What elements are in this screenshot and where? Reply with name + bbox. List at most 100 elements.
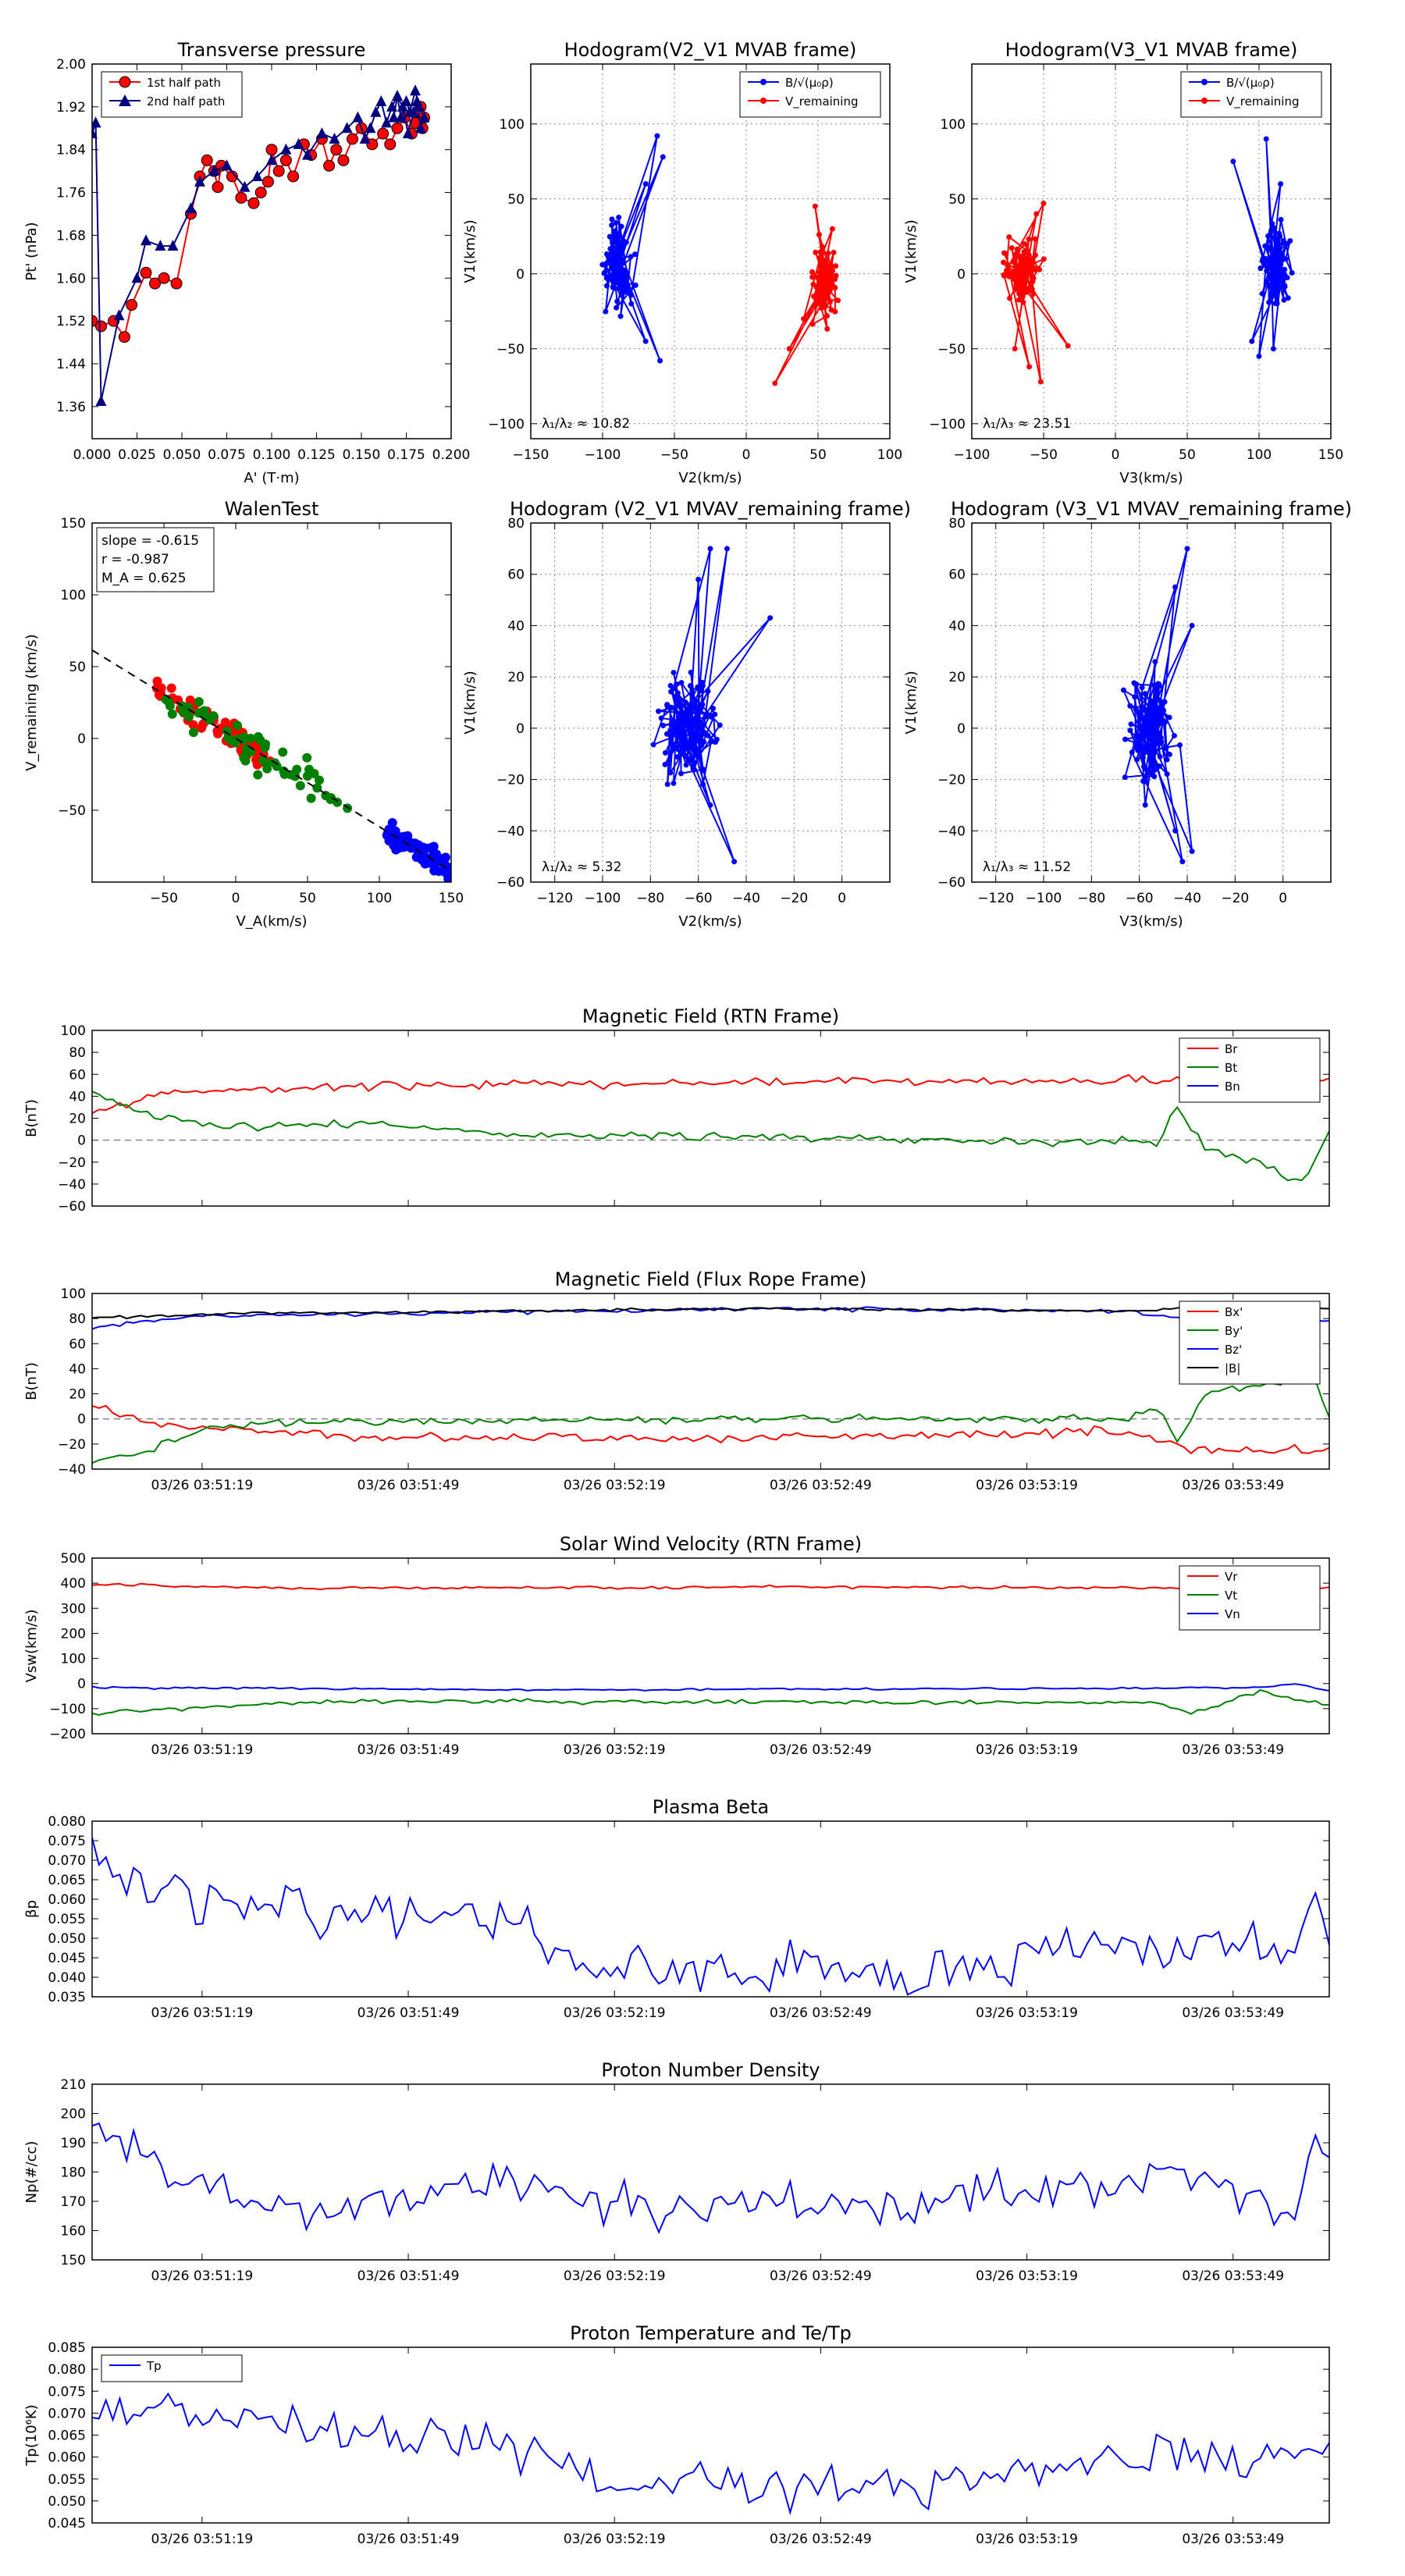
- y-tick-label: 400: [61, 1576, 86, 1592]
- data-point: [167, 240, 179, 251]
- plot-area: [92, 2084, 1329, 2260]
- data-point: [287, 170, 300, 183]
- y-tick-label: 60: [507, 568, 525, 583]
- x-tick-label: 100: [877, 447, 902, 463]
- data-point: [1026, 261, 1032, 267]
- y-tick-label: 20: [69, 1387, 86, 1403]
- data-point: [1249, 338, 1255, 344]
- y-tick-label: 1.60: [56, 271, 86, 286]
- data-point: [1129, 749, 1135, 756]
- y-tick-label: 20: [69, 1112, 86, 1127]
- data-point: [1142, 748, 1148, 754]
- data-point: [816, 232, 822, 238]
- data-point: [606, 233, 613, 240]
- data-point: [263, 758, 273, 768]
- data-point: [1179, 859, 1186, 865]
- data-point: [302, 753, 312, 763]
- series-line-B: [92, 1304, 1329, 1320]
- data-point: [293, 137, 304, 149]
- data-point: [1139, 724, 1145, 730]
- x-tick-label: 0: [742, 447, 751, 463]
- data-point: [1171, 732, 1177, 738]
- x-tick-label: 0: [1112, 447, 1120, 463]
- data-point: [621, 238, 627, 244]
- data-point: [817, 249, 823, 255]
- data-point: [671, 745, 678, 752]
- y-tick-label: 0.040: [48, 1970, 86, 1986]
- plot-frame: [91, 1820, 1330, 1998]
- plot-frame: [91, 2083, 1330, 2261]
- data-point: [1040, 256, 1047, 262]
- y-tick-label: 190: [61, 2136, 86, 2151]
- data-point: [710, 706, 717, 712]
- x-axis-label: A' (T·m): [244, 470, 299, 486]
- data-point: [1162, 719, 1168, 725]
- x-tick-label: 03/26 03:53:49: [1182, 2532, 1284, 2547]
- y-tick-label: 40: [507, 618, 525, 634]
- data-point: [617, 285, 624, 291]
- data-point: [701, 721, 707, 728]
- data-point: [414, 122, 426, 133]
- data-point: [610, 240, 616, 246]
- data-point: [621, 270, 628, 276]
- data-point: [827, 283, 834, 290]
- data-point: [221, 159, 233, 171]
- data-point: [1001, 259, 1007, 265]
- data-point: [1022, 283, 1028, 289]
- data-point: [1172, 827, 1179, 834]
- data-point: [1151, 708, 1158, 714]
- data-point: [1157, 753, 1163, 760]
- data-point: [1040, 201, 1047, 207]
- data-point: [1268, 246, 1274, 252]
- ratio-annotation: λ₁/λ₃ ≈ 23.51: [983, 416, 1071, 432]
- chart-title: Plasma Beta: [653, 1796, 769, 1818]
- data-point: [1279, 252, 1286, 258]
- x-tick-label: −100: [1026, 891, 1062, 906]
- plot-content: [92, 84, 430, 406]
- data-point: [410, 84, 421, 96]
- data-point: [1029, 286, 1035, 293]
- data-point: [1142, 802, 1148, 808]
- legend: B/√(μ₀ρ) V_remaining: [739, 71, 881, 118]
- x-tick-label: 03/26 03:52:19: [564, 1478, 666, 1493]
- data-point: [375, 95, 387, 106]
- data-point: [698, 706, 704, 712]
- legend: 1st half path 2nd half path: [101, 71, 243, 118]
- y-tick-label: −20: [937, 773, 966, 788]
- data-point: [1270, 346, 1276, 352]
- y-tick-label: 100: [500, 117, 525, 133]
- legend-label: Bn: [1225, 1080, 1240, 1094]
- x-tick-label: 03/26 03:53:19: [976, 2005, 1078, 2021]
- data-point: [819, 244, 825, 250]
- data-point: [251, 170, 263, 181]
- data-point: [657, 358, 663, 364]
- y-tick-label: 80: [948, 516, 966, 532]
- data-point: [194, 175, 205, 187]
- y-tick-label: 100: [941, 117, 966, 133]
- data-point: [1011, 273, 1017, 279]
- chart-transverse: Transverse pressure 0.000 0.025 0.050 0.075 0…: [23, 39, 470, 486]
- data-point: [702, 713, 709, 720]
- series-line-Bx: [92, 1404, 1329, 1455]
- y-axis-label: B(nT): [23, 1099, 40, 1137]
- plot-frame: [971, 63, 1332, 439]
- y-tick-label: −40: [58, 1462, 86, 1478]
- data-point: [131, 272, 143, 283]
- chart-mag_rtn: Magnetic Field (RTN Frame) −60 −40 −20 0 20 40…: [23, 1005, 1330, 1215]
- legend-label: 1st half path: [147, 76, 221, 90]
- x-tick-label: −100: [954, 447, 991, 463]
- data-point: [1262, 255, 1268, 262]
- x-tick-label: −60: [1126, 891, 1154, 906]
- data-point: [825, 290, 831, 297]
- x-tick-label: 03/26 03:53:19: [976, 1478, 1078, 1493]
- chart-title: Proton Temperature and Te/Tp: [570, 2322, 852, 2344]
- data-point: [1133, 733, 1140, 739]
- chart-title: Hodogram (V2_V1 MVAV_remaining frame): [510, 498, 911, 520]
- data-point: [1017, 279, 1023, 286]
- plot-area: [92, 1293, 1329, 1469]
- data-point: [316, 127, 328, 139]
- data-point: [1277, 285, 1283, 291]
- data-point: [1164, 756, 1170, 763]
- data-point: [432, 849, 442, 859]
- y-tick-label: 1.92: [56, 100, 86, 116]
